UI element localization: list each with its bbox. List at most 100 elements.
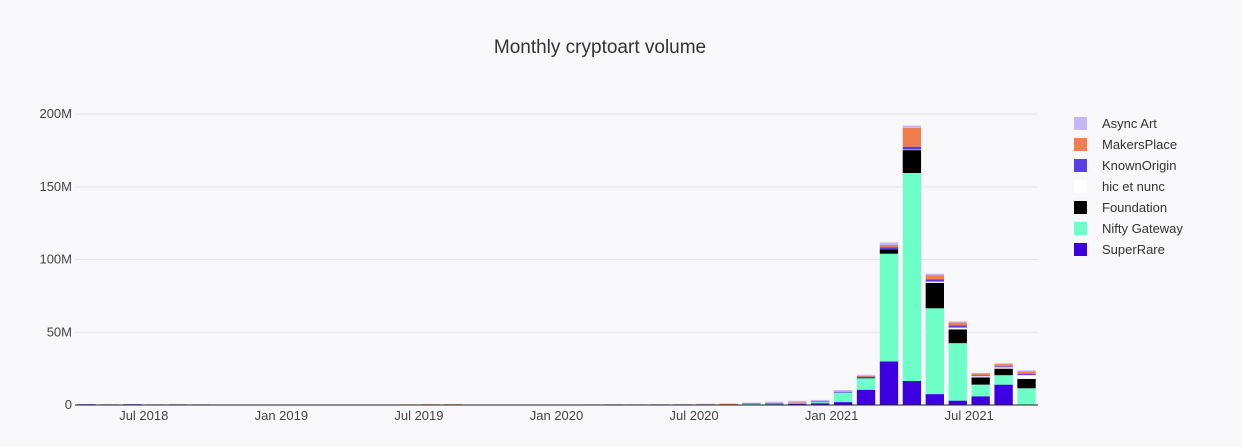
bar-segment — [925, 273, 944, 276]
bar-segment — [879, 242, 899, 245]
bar-segment — [765, 401, 784, 403]
bar-segment — [811, 401, 830, 403]
bar-segment — [948, 321, 967, 323]
bar-segment — [948, 400, 967, 405]
bar-segment — [925, 275, 944, 280]
bar-segment — [971, 376, 990, 378]
legend-swatch — [1074, 159, 1087, 172]
bar-segment — [811, 401, 830, 402]
legend-swatch — [1074, 222, 1087, 235]
bar-segment — [1017, 378, 1036, 389]
legend-swatch — [1074, 138, 1087, 151]
bar-segment — [788, 402, 807, 404]
bar-segment — [879, 253, 899, 362]
x-tick-label: Jul 2020 — [669, 408, 718, 423]
bar-segment — [879, 361, 899, 405]
bar-segment — [856, 374, 876, 376]
bar-segment — [879, 247, 899, 250]
bar-segment — [719, 403, 738, 405]
bar-segment — [811, 403, 830, 405]
bar-segment — [971, 375, 990, 377]
legend-item-label: Foundation — [1102, 200, 1167, 215]
bar-segment — [833, 392, 853, 403]
bar-segment — [765, 402, 784, 404]
x-tick-label: Jan 2021 — [805, 408, 859, 423]
bar-segment — [948, 327, 967, 330]
bar-segment — [971, 372, 990, 374]
bar-segment — [719, 403, 738, 404]
bar-segment — [994, 375, 1013, 385]
y-axis: 0 50M 100M 150M 200M — [39, 106, 72, 412]
bar-segment — [879, 249, 899, 254]
y-tick-label: 150M — [39, 179, 72, 194]
bar-segment — [673, 404, 692, 405]
gridlines — [75, 113, 1038, 333]
bar-segment — [902, 146, 922, 150]
bar-segment — [1017, 371, 1036, 375]
bar-segment — [833, 391, 853, 392]
legend-swatch — [1074, 117, 1087, 130]
bar-segment — [902, 149, 922, 173]
bar-segment — [925, 394, 944, 405]
legend: Async Art MakersPlace KnownOrigin hic et nu… — [1074, 116, 1183, 257]
bar-segment — [1017, 375, 1036, 379]
x-tick-label: Jul 2019 — [394, 408, 443, 423]
x-tick-label: Jul 2021 — [945, 408, 994, 423]
bar-segment — [925, 282, 944, 309]
y-tick-label: 0 — [65, 397, 72, 412]
x-tick-label: Jul 2018 — [119, 408, 168, 423]
bar-segment — [948, 343, 967, 401]
bar-segment — [994, 366, 1013, 368]
bar-segment — [902, 127, 922, 147]
legend-item-label: hic et nunc — [1102, 179, 1165, 194]
x-tick-label: Jan 2019 — [255, 408, 309, 423]
bar-segment — [971, 384, 990, 397]
legend-item-label: Nifty Gateway — [1102, 221, 1183, 236]
chart-title: Monthly cryptoart volume — [494, 37, 706, 58]
bar-segment — [948, 322, 967, 326]
bar-segment — [696, 404, 715, 405]
bar-segment — [879, 245, 899, 248]
bar-segment — [833, 390, 853, 392]
bar-segment — [925, 308, 944, 395]
bar-segment — [856, 376, 876, 378]
legend-swatch — [1074, 243, 1087, 256]
y-tick-label: 200M — [39, 106, 72, 121]
bar-segment — [833, 402, 853, 405]
bar-segment — [902, 173, 922, 381]
legend-item-label: SuperRare — [1102, 242, 1165, 257]
bar-segment — [902, 125, 922, 128]
bar-segment — [902, 149, 922, 151]
bar-segment — [1017, 388, 1036, 405]
x-axis: Jul 2018 Jan 2019 Jul 2019 Jan 2020 Jul 2020… — [119, 408, 994, 423]
bar-segment — [948, 325, 967, 328]
bar-segment — [925, 279, 944, 282]
bar-segment — [742, 402, 761, 404]
bar-segment — [994, 367, 1013, 369]
bar-segment — [994, 364, 1013, 367]
legend-swatch — [1074, 201, 1087, 214]
bar-segment — [994, 384, 1013, 405]
bar-segment — [742, 403, 761, 404]
bar-segment — [856, 389, 876, 405]
bar-segment — [833, 391, 853, 393]
bar-segment — [902, 381, 922, 405]
bar-segment — [1017, 374, 1036, 376]
bar-segment — [856, 375, 876, 377]
legend-item-label: MakersPlace — [1102, 137, 1177, 152]
bar-segment — [742, 403, 761, 405]
bar-segment — [971, 396, 990, 405]
bar-segment — [811, 401, 830, 404]
bar-segment — [1017, 370, 1036, 372]
bar-segment — [994, 363, 1013, 365]
bar-segment — [971, 373, 990, 376]
bars — [77, 125, 1036, 406]
bar-segment — [696, 403, 715, 405]
bar-segment — [948, 329, 967, 344]
bar-segment — [994, 368, 1013, 376]
bar-segment — [765, 403, 784, 404]
bar-segment — [971, 377, 990, 385]
y-tick-label: 50M — [47, 324, 72, 339]
y-tick-label: 100M — [39, 252, 72, 267]
